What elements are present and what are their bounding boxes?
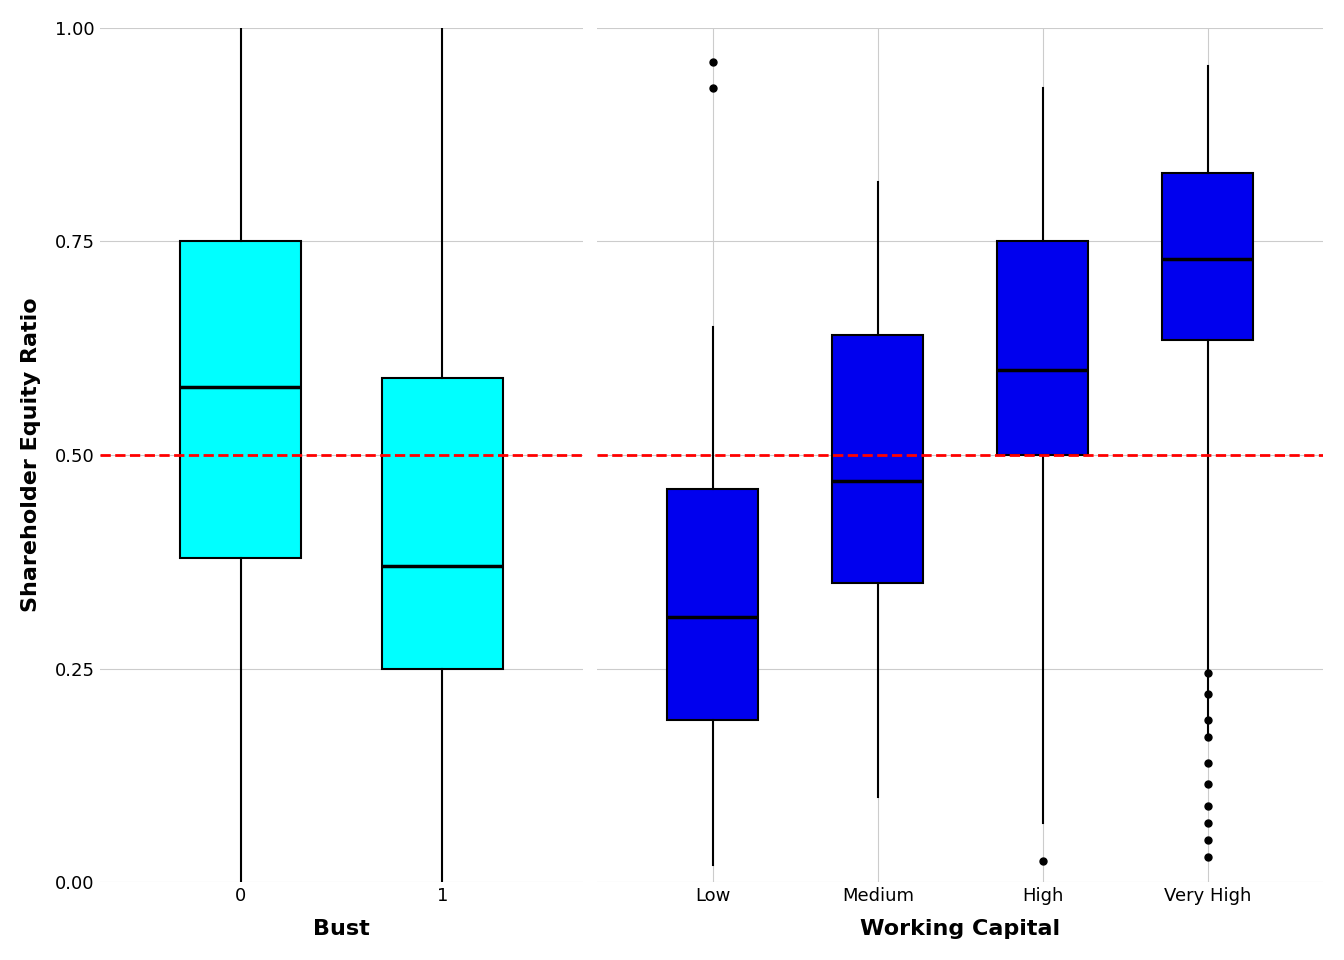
PathPatch shape <box>668 490 758 720</box>
PathPatch shape <box>997 242 1089 455</box>
PathPatch shape <box>832 335 923 584</box>
PathPatch shape <box>180 242 301 558</box>
X-axis label: Bust: Bust <box>313 919 370 939</box>
PathPatch shape <box>1163 173 1253 340</box>
X-axis label: Working Capital: Working Capital <box>860 919 1060 939</box>
Y-axis label: Shareholder Equity Ratio: Shareholder Equity Ratio <box>22 298 40 612</box>
PathPatch shape <box>382 378 503 669</box>
